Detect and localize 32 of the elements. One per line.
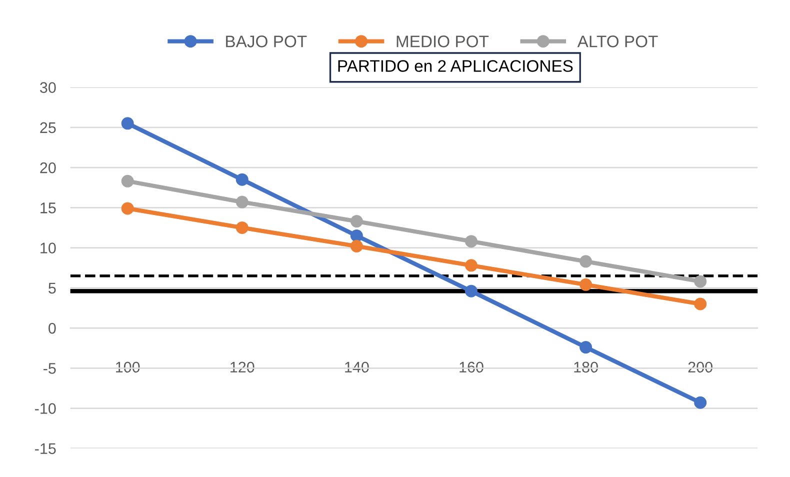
point <box>121 117 134 130</box>
point <box>121 202 134 215</box>
y-tick-label: 25 <box>40 122 56 134</box>
y-tick-label: -10 <box>35 403 56 414</box>
point <box>236 173 248 186</box>
text: PARTIDO en 2 APLICACIONES <box>338 60 573 72</box>
point <box>236 221 248 234</box>
point <box>236 196 248 208</box>
point <box>464 284 478 298</box>
legend-label: MEDIO POT <box>396 36 489 48</box>
point <box>694 275 707 288</box>
legend-label: BAJO POT <box>226 36 307 48</box>
point <box>350 240 363 252</box>
point <box>580 278 592 291</box>
point <box>121 174 134 188</box>
y-tick-label: 20 <box>40 162 56 174</box>
y-tick-label: 10 <box>40 242 56 254</box>
point <box>580 255 592 268</box>
point <box>580 341 592 354</box>
point <box>350 215 363 228</box>
point <box>350 229 363 242</box>
point <box>464 235 478 248</box>
y-tick-label: 5 <box>48 282 56 294</box>
point <box>464 259 478 272</box>
y-tick-label: 0 <box>48 322 56 334</box>
point <box>694 396 707 409</box>
legend-label: ALTO POT <box>577 36 658 48</box>
y-tick-label: -5 <box>44 363 56 374</box>
y-tick-label: -15 <box>35 443 56 454</box>
point <box>694 298 707 310</box>
y-tick-label: 15 <box>40 202 56 214</box>
y-tick-label: 30 <box>40 82 56 93</box>
